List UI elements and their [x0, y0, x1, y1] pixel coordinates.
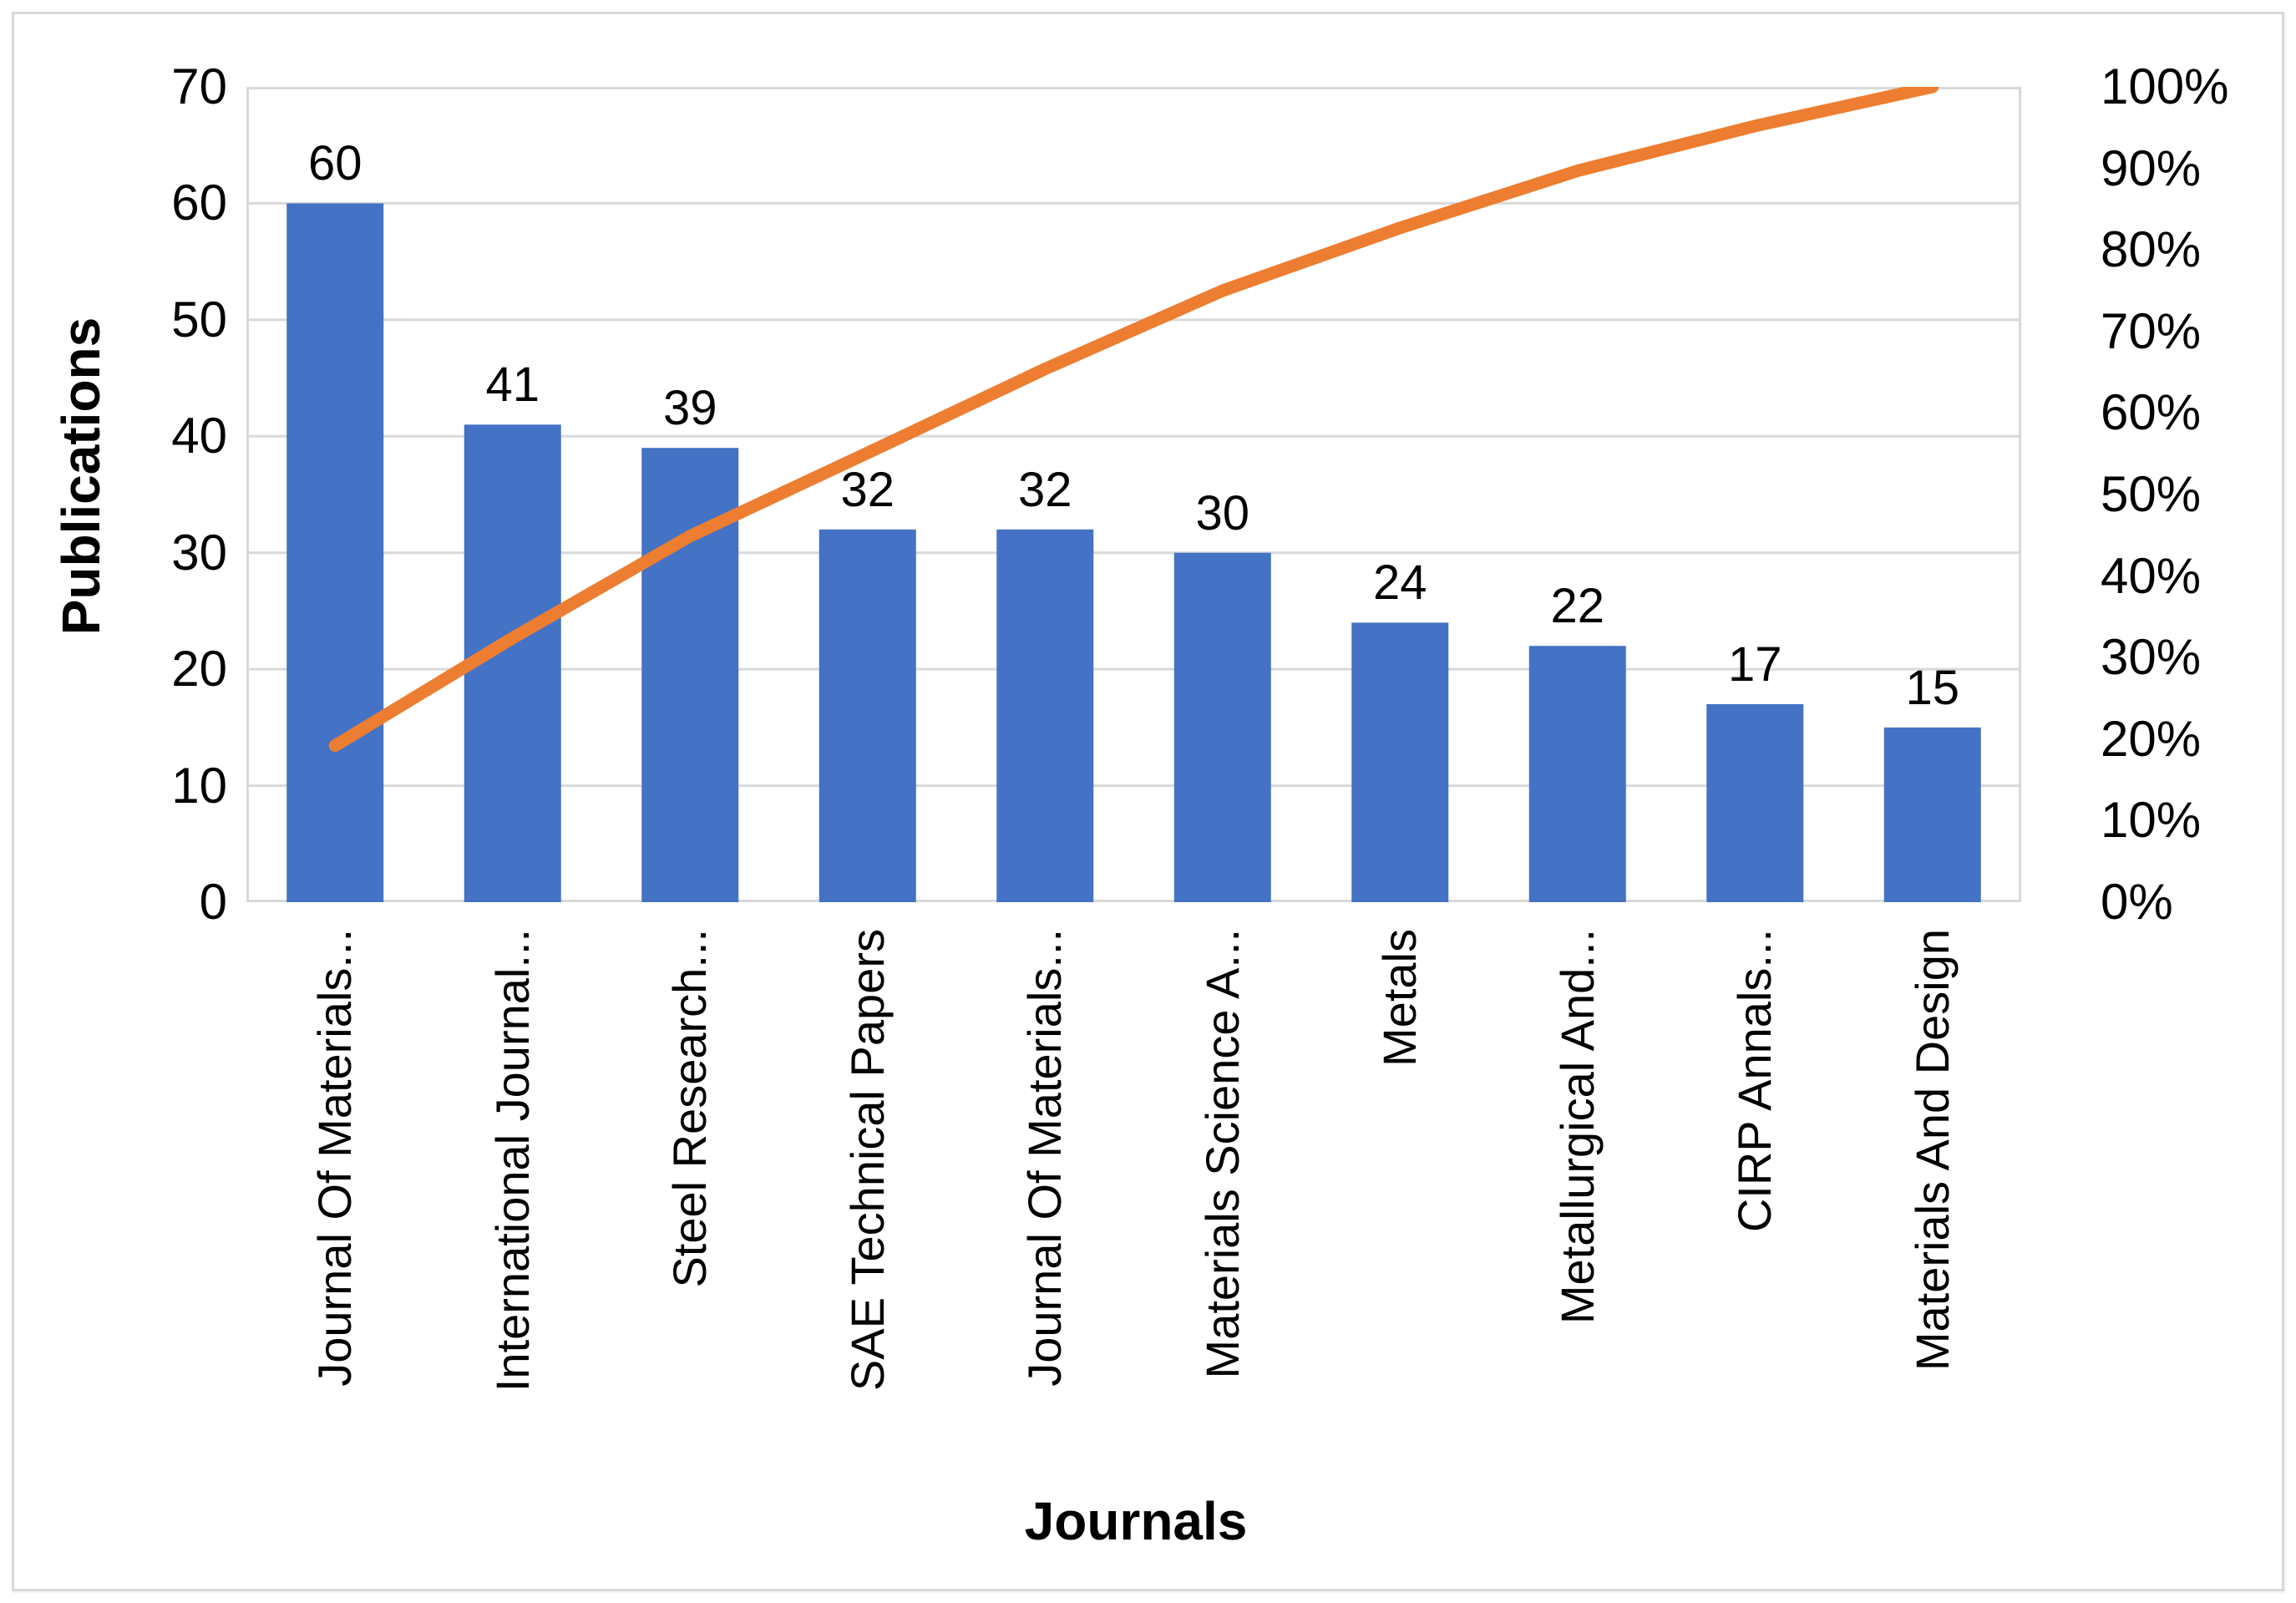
right-axis-tick-50pct: 50% — [2101, 466, 2202, 522]
left-axis-tick-70: 70 — [171, 58, 227, 114]
y-axis-title: Publications — [51, 317, 111, 636]
bar-value-label-2: 41 — [485, 358, 540, 413]
bar-value-label-1: 60 — [307, 136, 362, 191]
bar-value-label-5: 32 — [1017, 462, 1072, 517]
category-label-4: SAE Technical Papers — [840, 929, 894, 1392]
cumulative-line — [328, 87, 1939, 753]
bar-value-label-10: 15 — [1905, 660, 1959, 715]
right-axis-tick-90pct: 90% — [2101, 140, 2202, 196]
figure-border — [12, 12, 2284, 1591]
right-axis-tick-10pct: 10% — [2101, 792, 2202, 849]
bar-value-label-8: 22 — [1550, 579, 1604, 634]
category-label-5: Journal Of Materials... — [1018, 929, 1072, 1387]
right-axis-tick-30pct: 30% — [2101, 629, 2202, 686]
category-label-9: CIRP Annals... — [1728, 929, 1782, 1233]
bar-7 — [1351, 622, 1449, 902]
right-axis-tick-70pct: 70% — [2101, 302, 2202, 359]
bar-1 — [286, 203, 384, 902]
right-axis-tick-100pct: 100% — [2101, 58, 2229, 114]
plot-area — [246, 87, 2021, 902]
bar-5 — [996, 529, 1094, 902]
bar-value-label-4: 32 — [840, 462, 895, 517]
bar-9 — [1706, 703, 1804, 902]
left-axis-tick-0: 0 — [199, 874, 227, 930]
bar-8 — [1528, 646, 1626, 902]
bar-10 — [1883, 727, 1981, 902]
right-axis-tick-0pct: 0% — [2101, 874, 2173, 930]
right-axis-tick-80pct: 80% — [2101, 221, 2202, 278]
right-axis-tick-40pct: 40% — [2101, 547, 2202, 604]
x-axis-title: Journals — [1024, 1491, 1248, 1551]
left-axis-tick-30: 30 — [171, 524, 227, 581]
category-label-8: Metallurgical And... — [1550, 929, 1604, 1325]
bar-4 — [819, 529, 916, 902]
category-label-6: Materials Science A... — [1195, 929, 1249, 1379]
category-label-10: Materials And Design — [1905, 929, 1959, 1372]
left-axis-tick-60: 60 — [171, 175, 227, 231]
right-axis-tick-60pct: 60% — [2101, 384, 2202, 441]
bar-value-label-3: 39 — [662, 381, 717, 436]
category-label-3: Steel Research... — [663, 929, 717, 1288]
left-axis-tick-10: 10 — [171, 757, 227, 814]
bar-value-label-6: 30 — [1195, 485, 1249, 540]
right-axis-tick-20pct: 20% — [2101, 710, 2202, 767]
bar-value-label-9: 17 — [1727, 637, 1782, 692]
category-label-7: Metals — [1373, 929, 1427, 1067]
left-axis-tick-40: 40 — [171, 408, 227, 464]
bar-6 — [1173, 552, 1271, 902]
category-label-1: Journal Of Materials... — [308, 929, 362, 1387]
left-axis-tick-20: 20 — [171, 641, 227, 698]
category-label-2: International Journal... — [485, 929, 539, 1392]
left-axis-tick-50: 50 — [171, 291, 227, 347]
plot-border — [246, 87, 2021, 902]
bar-value-label-7: 24 — [1372, 555, 1427, 611]
